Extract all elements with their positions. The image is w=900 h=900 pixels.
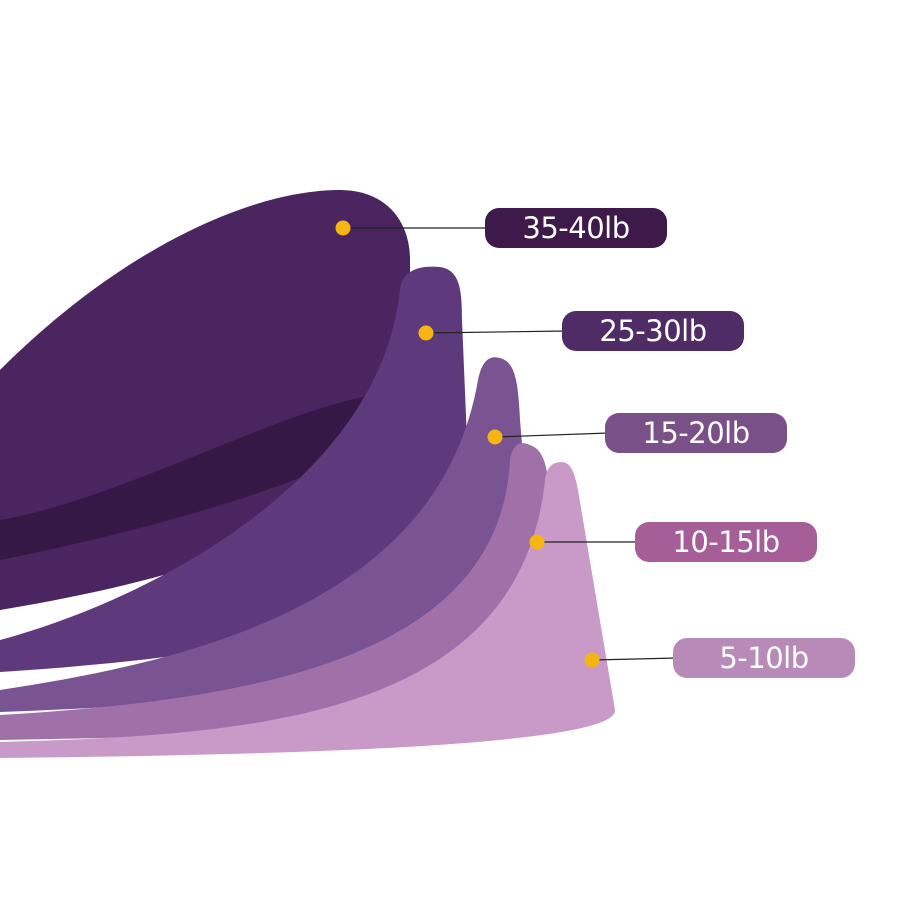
band-25-30lb: [0, 266, 472, 672]
marker-dot: [584, 652, 600, 668]
resistance-label: 5-10lb: [673, 638, 855, 678]
label-dots: [335, 220, 600, 668]
resistance-label: 35-40lb: [485, 208, 667, 248]
label-leader-lines: [343, 227, 678, 661]
resistance-label: 15-20lb: [605, 413, 787, 453]
marker-dot: [335, 220, 351, 236]
marker-dot: [418, 325, 434, 341]
leader-line: [591, 657, 678, 661]
resistance-label: 10-15lb: [635, 522, 817, 562]
resistance-label: 25-30lb: [562, 311, 744, 351]
band-5-10lb: [0, 462, 616, 758]
leader-line: [425, 330, 567, 334]
marker-dot: [487, 429, 503, 445]
marker-dot: [529, 534, 545, 550]
leader-line: [494, 432, 610, 438]
band-35-40lb-inner: [0, 395, 397, 560]
band-15-20lb: [0, 357, 535, 712]
